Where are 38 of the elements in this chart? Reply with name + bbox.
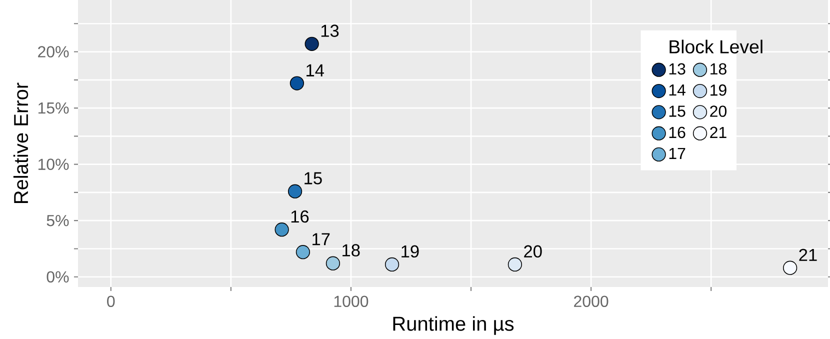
legend-title: Block Level	[670, 40, 762, 54]
y-tick-label: 0%	[46, 271, 69, 283]
annotation: 17	[312, 233, 330, 246]
annotation: 15	[304, 172, 322, 184]
annotation: 19	[402, 245, 419, 258]
x-tick-label: 0	[107, 296, 115, 308]
y-tick-label: 10%	[38, 158, 69, 170]
annotation: 21	[799, 248, 817, 261]
legend-label: 16	[669, 126, 686, 138]
point	[384, 257, 400, 272]
annotation: 20	[524, 245, 542, 258]
legend-label: 17	[669, 148, 686, 159]
point	[783, 260, 798, 275]
point	[304, 36, 319, 51]
annotation: 18	[342, 244, 360, 256]
x-tick-label: 1000	[334, 296, 368, 308]
annotation: 16	[291, 210, 309, 223]
legend-label: 15	[669, 106, 686, 117]
y-axis-title: Relative Error	[13, 82, 28, 203]
x-tick-label: 2000	[574, 296, 608, 308]
legend-label: 20	[710, 106, 727, 117]
y-tick-label: 15%	[38, 102, 69, 114]
annotation: 13	[321, 24, 339, 37]
y-tick-label: 20%	[38, 46, 69, 58]
legend-label: 13	[669, 63, 686, 75]
legend-label: 21	[710, 126, 726, 138]
point	[290, 76, 304, 90]
annotation: 14	[306, 64, 324, 76]
x-axis-title: Runtime in µs	[393, 316, 514, 335]
point	[326, 256, 340, 270]
legend-label: 14	[669, 84, 686, 96]
point	[288, 184, 302, 198]
point	[508, 257, 522, 272]
point	[274, 222, 289, 237]
point	[296, 245, 310, 260]
legend-label: 19	[710, 84, 726, 96]
legend-label: 18	[710, 63, 726, 75]
y-tick-label: 5%	[46, 214, 69, 226]
